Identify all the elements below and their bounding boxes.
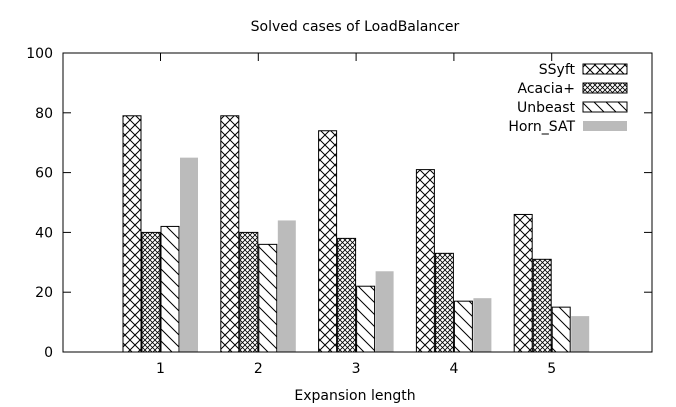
x-axis: 1 2 3 4 5 (156, 53, 556, 377)
legend-label: SSyft (539, 62, 576, 78)
y-tick-label: 0 (44, 345, 53, 361)
legend-swatch (582, 101, 628, 113)
bar-horn-sat-4 (473, 298, 492, 352)
legend-label: Unbeast (517, 100, 575, 116)
plot-frame (62, 52, 653, 353)
bar-ssyft-1 (122, 115, 142, 353)
bar-unbeast-5 (551, 306, 571, 353)
legend-swatch (582, 82, 628, 94)
legend-swatch (582, 63, 628, 75)
bar-unbeast-1 (160, 225, 180, 353)
x-tick-label: 5 (547, 361, 556, 377)
bar-unbeast-4 (453, 300, 473, 353)
x-tick-label: 4 (449, 361, 458, 377)
bar-acacia--3 (337, 237, 357, 353)
y-tick-label: 60 (35, 166, 53, 182)
bar-horn-sat-2 (277, 220, 296, 352)
bar-horn-sat-5 (571, 316, 590, 352)
legend: SSyft Acacia+ Unbeast Horn_SAT (508, 62, 628, 135)
legend-label: Acacia+ (517, 81, 575, 97)
bar-ssyft-5 (513, 213, 533, 353)
bar-acacia--4 (434, 252, 454, 353)
bar-ssyft-4 (415, 169, 435, 353)
y-tick-label: 20 (35, 285, 53, 301)
y-tick-label: 40 (35, 225, 53, 241)
bar-horn-sat-1 (180, 157, 198, 352)
x-tick-label: 3 (352, 361, 361, 377)
legend-swatch (583, 121, 627, 131)
legend-label: Horn_SAT (508, 119, 575, 135)
bar-unbeast-3 (356, 285, 376, 353)
x-tick-label: 1 (156, 361, 165, 377)
bar-ssyft-2 (220, 115, 240, 353)
y-tick-label: 100 (26, 46, 53, 62)
bar-acacia--2 (239, 231, 259, 353)
bar-ssyft-3 (318, 130, 338, 353)
x-axis-label: Expansion length (294, 388, 415, 404)
chart-title: Solved cases of LoadBalancer (251, 19, 460, 35)
bar-acacia--1 (141, 231, 161, 353)
bar-acacia--5 (532, 258, 552, 353)
y-tick-label: 80 (35, 106, 53, 122)
x-tick-label: 2 (254, 361, 263, 377)
bars-group (122, 115, 590, 353)
bar-horn-sat-3 (375, 271, 394, 352)
bar-unbeast-2 (258, 243, 278, 353)
y-axis: 0 20 40 60 80 100 (26, 46, 652, 361)
